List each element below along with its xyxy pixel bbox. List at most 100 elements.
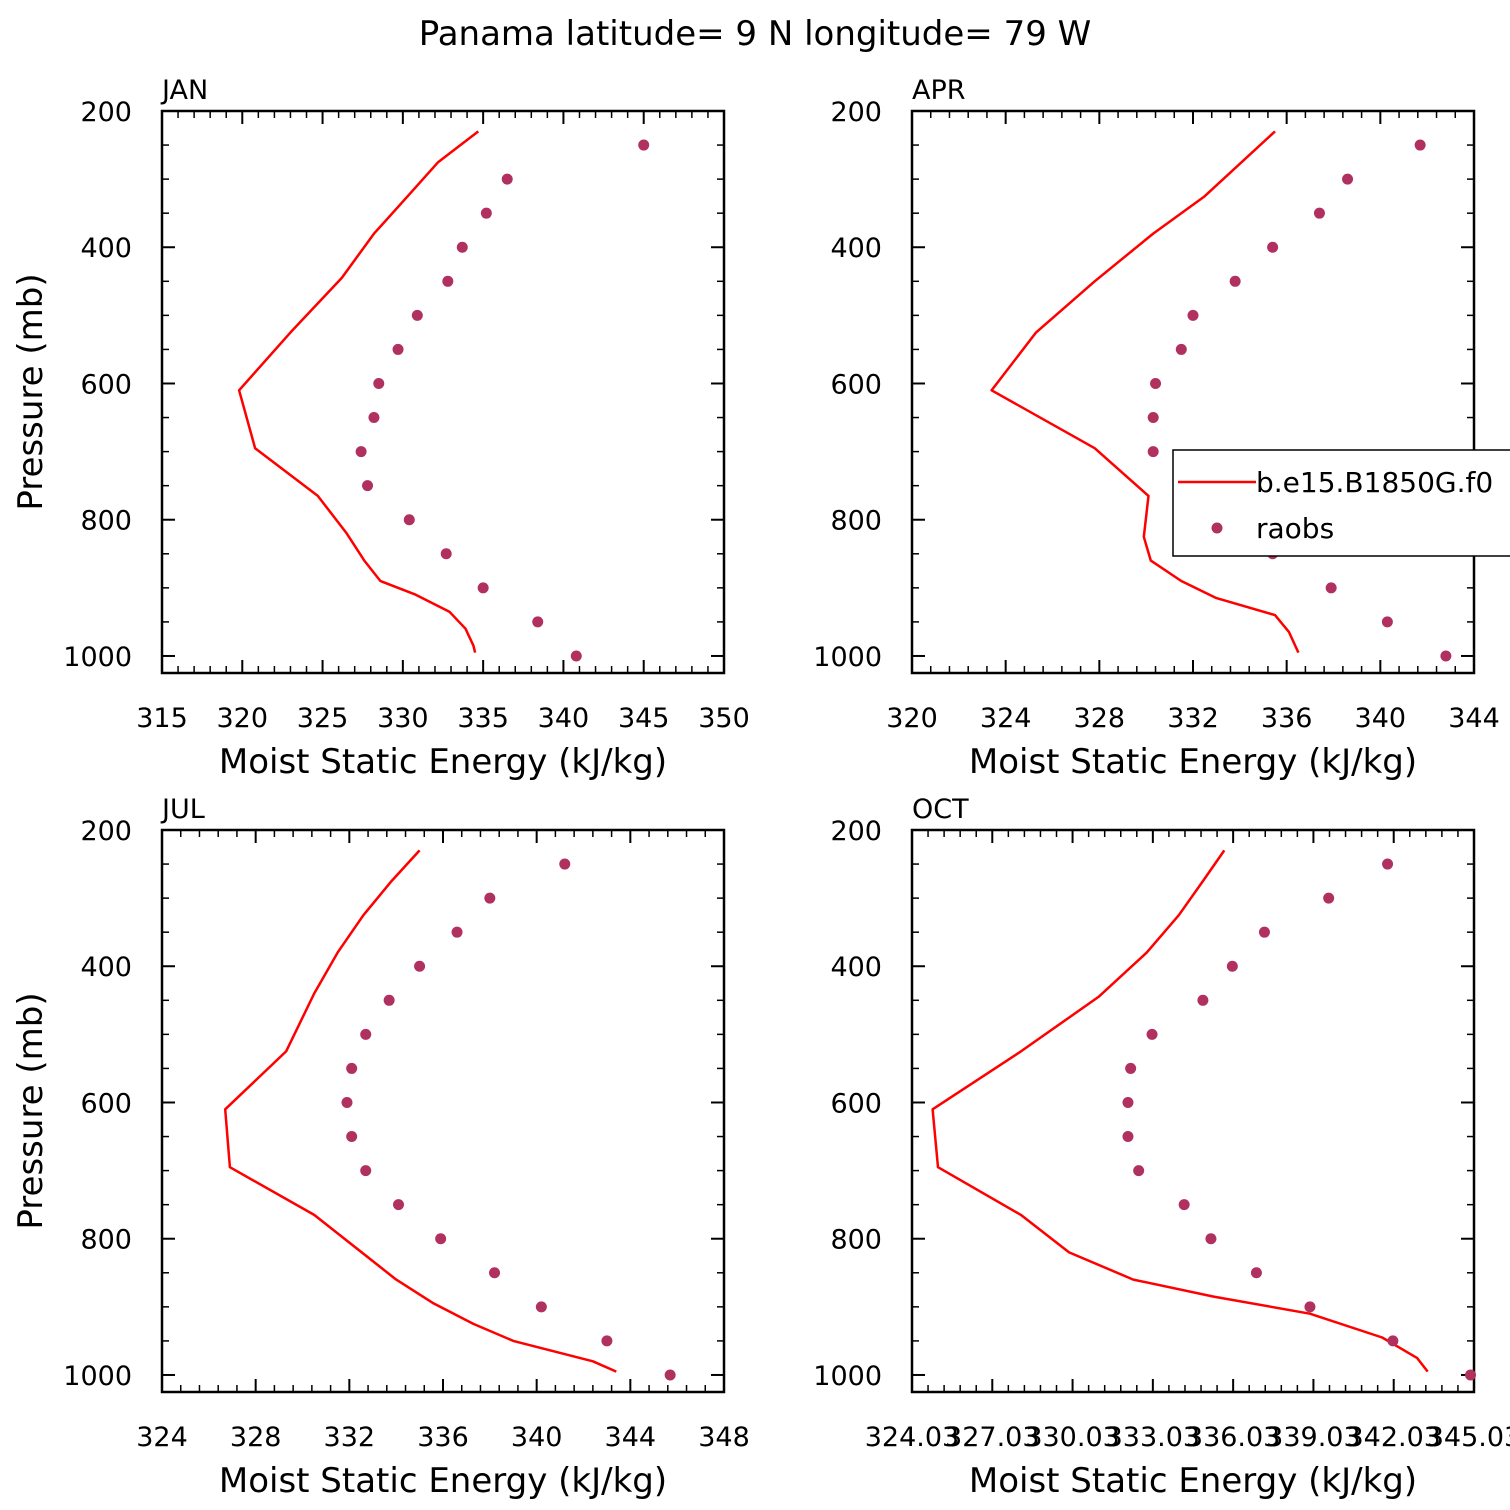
obs-point	[1250, 1267, 1262, 1279]
y-tick-label: 1000	[63, 1361, 132, 1392]
model-line	[931, 849, 1429, 1373]
x-axis-label: Moist Static Energy (kJ/kg)	[969, 742, 1417, 782]
y-tick-label: 600	[80, 369, 132, 400]
obs-point	[1258, 926, 1270, 938]
obs-point	[535, 1301, 547, 1313]
obs-point	[393, 1199, 405, 1211]
obs-point	[341, 1096, 353, 1108]
obs-point	[664, 1369, 676, 1381]
legend-obs-label: raobs	[1256, 512, 1334, 545]
legend-point-swatch	[1211, 522, 1223, 534]
x-tick-label: 328	[230, 1422, 282, 1453]
y-axis-label: Pressure (mb)	[11, 992, 51, 1229]
panel-jul: JUL 324 328 332 336 340 344 348 200 400 600 800 1000…	[11, 794, 750, 1501]
obs-point	[489, 1267, 501, 1279]
x-tick-label: 328	[1074, 703, 1126, 734]
x-tick-label: 340	[511, 1422, 563, 1453]
x-tick-label: 315	[136, 703, 188, 734]
obs-point	[1146, 1028, 1158, 1040]
obs-point	[1178, 1199, 1190, 1211]
y-tick-label: 200	[830, 816, 882, 847]
obs-point	[1323, 892, 1335, 904]
x-tick-label: 336	[1261, 703, 1313, 734]
obs-point	[411, 309, 423, 321]
x-axis-label: Moist Static Energy (kJ/kg)	[219, 742, 667, 782]
x-tick-label: 344	[1448, 703, 1500, 734]
x-tick-label: 344	[605, 1422, 657, 1453]
obs-point	[414, 960, 426, 972]
obs-point	[1387, 1335, 1399, 1347]
x-tick-label: 320	[886, 703, 938, 734]
obs-point	[362, 480, 374, 492]
obs-point	[435, 1233, 447, 1245]
obs-point	[1125, 1062, 1137, 1074]
obs-point	[1381, 616, 1393, 628]
obs-point	[1382, 858, 1394, 870]
obs-point	[1133, 1165, 1145, 1177]
y-tick-label: 1000	[813, 642, 882, 673]
obs-point	[559, 858, 571, 870]
panel-title: JUL	[160, 794, 205, 825]
obs-point	[1304, 1301, 1316, 1313]
x-tick-label: 345.03	[1427, 1422, 1510, 1453]
obs-point	[532, 616, 544, 628]
x-tick-label: 324.03	[865, 1422, 959, 1453]
obs-point	[1147, 412, 1159, 424]
plot-frame	[160, 109, 726, 675]
obs-point	[1342, 173, 1354, 185]
y-tick-label: 400	[830, 952, 882, 983]
y-tick-label: 600	[80, 1088, 132, 1119]
obs-point	[501, 173, 513, 185]
model-line	[990, 130, 1300, 654]
obs-point	[355, 446, 367, 458]
obs-point	[1226, 960, 1238, 972]
obs-point	[1440, 650, 1452, 662]
obs-point	[451, 926, 463, 938]
x-tick-label: 345	[618, 703, 670, 734]
y-axis-label: Pressure (mb)	[11, 273, 51, 510]
x-tick-label: 336.03	[1186, 1422, 1280, 1453]
obs-point	[480, 207, 492, 219]
obs-point	[1122, 1131, 1134, 1143]
obs-point	[368, 412, 380, 424]
obs-point	[373, 377, 385, 389]
y-tick-label: 600	[830, 369, 882, 400]
obs-point	[1313, 207, 1325, 219]
x-tick-label: 324	[980, 703, 1032, 734]
y-tick-label: 1000	[813, 1361, 882, 1392]
x-axis-label: Moist Static Energy (kJ/kg)	[969, 1461, 1417, 1501]
panel-title: JAN	[160, 75, 208, 106]
obs-point	[601, 1335, 613, 1347]
y-tick-label: 800	[80, 1225, 132, 1256]
panel-apr: APR 320 324 328 332 336 340 344 200 400 600 800 1000…	[813, 75, 1499, 782]
obs-point	[456, 241, 468, 253]
x-tick-label: 340	[538, 703, 590, 734]
x-tick-label: 336	[417, 1422, 469, 1453]
x-tick-label: 333.03	[1106, 1422, 1200, 1453]
obs-point	[1175, 343, 1187, 355]
obs-point	[477, 582, 489, 594]
legend-box	[1172, 449, 1510, 557]
x-tick-label: 332	[324, 1422, 376, 1453]
x-tick-label: 335	[457, 703, 509, 734]
obs-point	[1150, 377, 1162, 389]
x-tick-label: 342.03	[1346, 1422, 1440, 1453]
x-tick-label: 324	[136, 1422, 188, 1453]
y-tick-label: 800	[830, 506, 882, 537]
obs-point	[346, 1062, 358, 1074]
figure-title: Panama latitude= 9 N longitude= 79 W	[419, 14, 1092, 54]
plot-frame	[910, 828, 1476, 1394]
y-tick-label: 400	[80, 952, 132, 983]
obs-point	[442, 275, 454, 287]
obs-point	[346, 1131, 358, 1143]
x-tick-label: 330.03	[1025, 1422, 1119, 1453]
obs-point	[383, 994, 395, 1006]
x-tick-label: 332	[1167, 703, 1219, 734]
obs-point	[1205, 1233, 1217, 1245]
x-tick-label: 320	[217, 703, 269, 734]
obs-point	[1325, 582, 1337, 594]
obs-point	[570, 650, 582, 662]
x-axis-label: Moist Static Energy (kJ/kg)	[219, 1461, 667, 1501]
y-tick-label: 200	[830, 97, 882, 128]
